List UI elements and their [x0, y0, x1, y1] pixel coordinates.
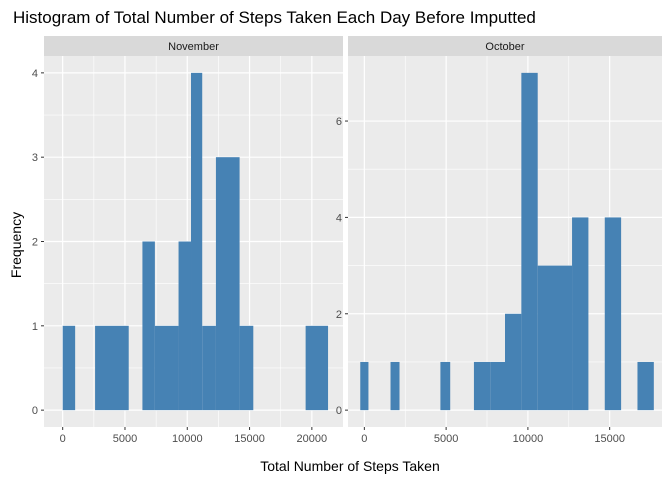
histogram-bar	[178, 241, 192, 411]
histogram-bar	[604, 217, 622, 411]
x-tick-label: 5000	[113, 433, 137, 445]
histogram-bar	[95, 325, 129, 411]
x-axis-title: Total Number of Steps Taken	[260, 458, 440, 474]
x-tick-label: 15000	[234, 433, 265, 445]
histogram-bar	[537, 265, 573, 411]
y-tick-label: 4	[32, 68, 38, 80]
histogram-bar	[637, 361, 654, 411]
histogram-bar	[572, 217, 589, 411]
histogram-bar	[490, 361, 505, 411]
panel-october: October 0 5000 10000 15000 0 2 4 6	[336, 36, 662, 445]
histogram-bar	[305, 325, 329, 411]
y-tick-label: 2	[32, 237, 38, 249]
histogram-bar	[191, 72, 203, 411]
histogram-bar	[440, 361, 451, 411]
y-axis-title: Frequency	[8, 212, 24, 278]
y-tick-label: 6	[336, 116, 342, 128]
y-tick-label: 1	[32, 321, 38, 333]
y-tick-label: 2	[336, 309, 342, 321]
histogram-bar	[360, 361, 369, 411]
chart-title: Histogram of Total Number of Steps Taken…	[13, 8, 536, 27]
histogram-bar	[215, 157, 240, 411]
histogram-bar	[505, 313, 522, 411]
facet-label-october: October	[485, 41, 524, 53]
x-tick-label: 15000	[594, 433, 625, 445]
histogram-bar	[239, 325, 254, 411]
y-tick-label: 3	[32, 152, 38, 164]
x-tick-label: 10000	[172, 433, 203, 445]
facet-label-november: November	[168, 41, 219, 53]
histogram-bar	[473, 361, 491, 411]
histogram-bar	[390, 361, 400, 411]
y-tick-label: 0	[336, 405, 342, 417]
facet-strip-november	[44, 36, 343, 56]
x-tick-label: 10000	[513, 433, 544, 445]
panel-november: November 0 5000 10000 15000 20000 0 1 2 3 4	[32, 36, 343, 445]
y-tick-label: 0	[32, 405, 38, 417]
x-tick-label: 0	[361, 433, 367, 445]
y-tick-label: 4	[336, 212, 342, 224]
facet-strip-october	[348, 36, 662, 56]
x-tick-label: 20000	[297, 433, 328, 445]
histogram-bar	[154, 325, 179, 411]
x-tick-label: 0	[60, 433, 66, 445]
histogram-bar	[62, 325, 76, 411]
histogram-bar	[142, 241, 155, 411]
histogram-bar	[521, 72, 538, 411]
histogram-bar	[202, 325, 216, 411]
x-tick-label: 5000	[434, 433, 458, 445]
